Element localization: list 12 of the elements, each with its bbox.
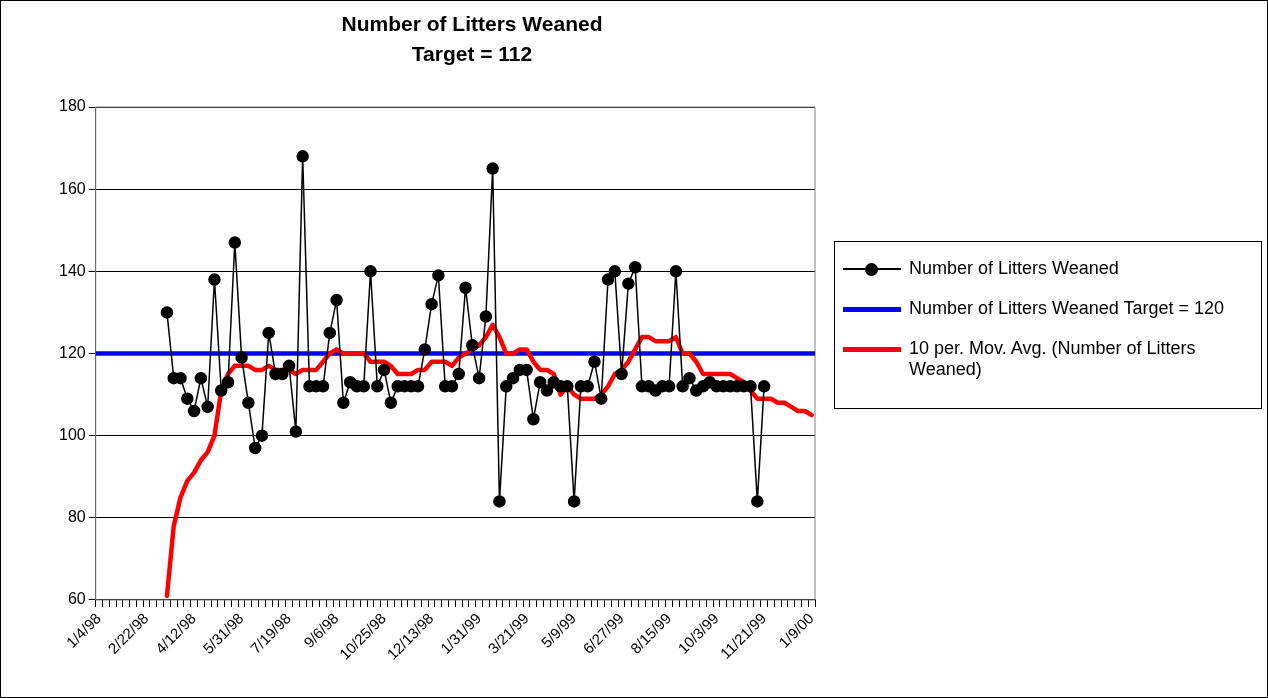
y-tick-label: 180: [58, 97, 86, 115]
legend-label: 10 per. Mov. Avg. (Number of Litters Weaned): [909, 338, 1197, 380]
y-tick-label: 60: [67, 590, 86, 608]
y-tick-label: 160: [58, 179, 86, 197]
y-tick-label: 100: [58, 426, 86, 444]
legend-label: Number of Litters Weaned: [909, 258, 1119, 279]
y-tick-label: 120: [58, 343, 86, 361]
chart-title: Number of Litters Weaned: [340, 11, 604, 37]
chart-subtitle: Target = 112: [410, 41, 534, 67]
y-tick-label: 140: [58, 261, 86, 279]
legend-label: Number of Litters Weaned Target = 120: [909, 298, 1225, 319]
y-tick-label: 80: [67, 508, 86, 526]
